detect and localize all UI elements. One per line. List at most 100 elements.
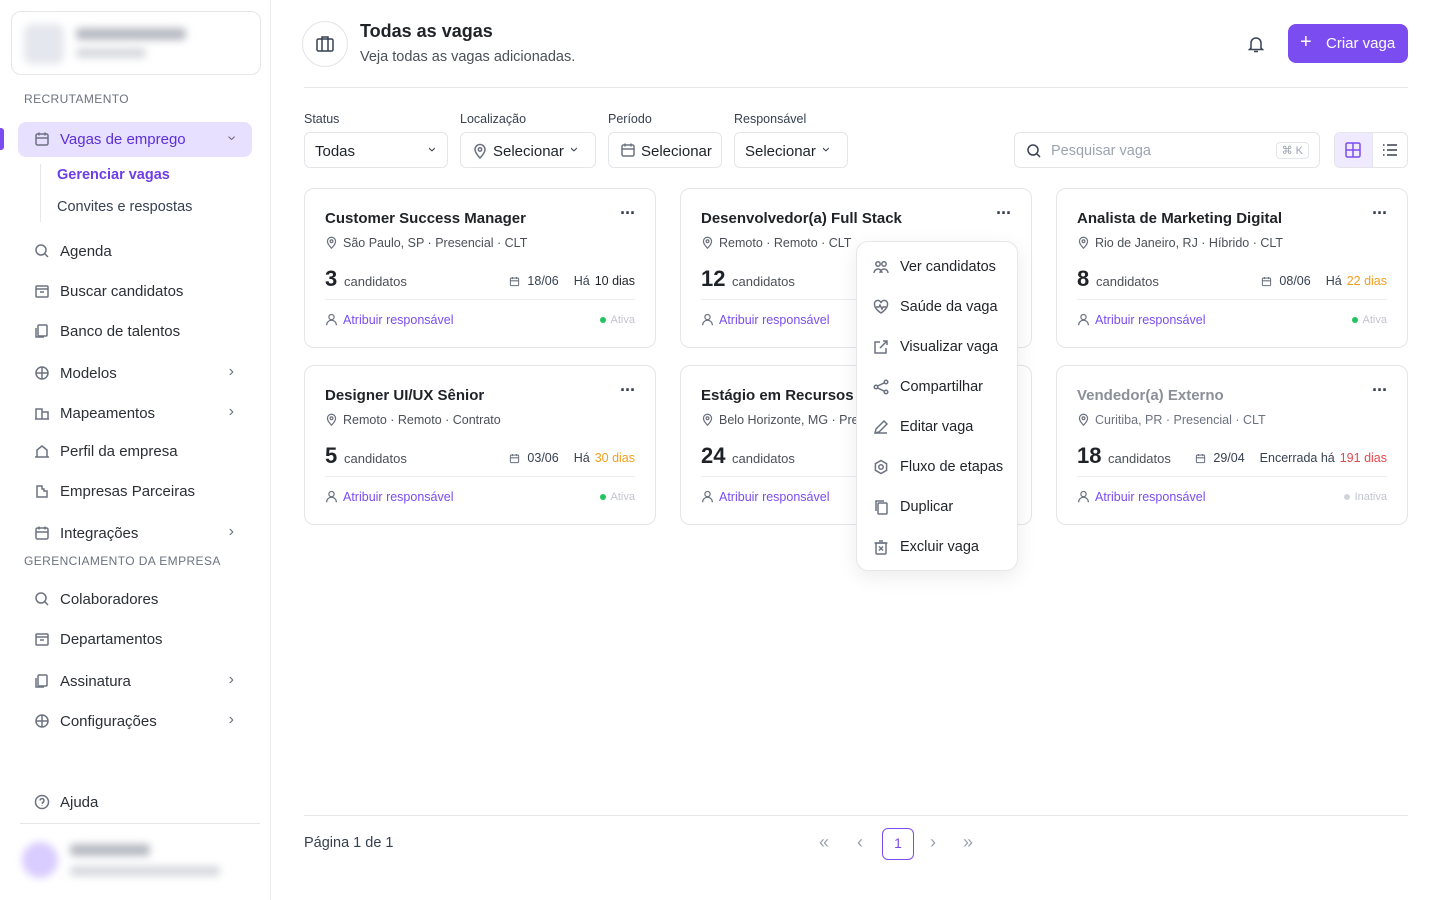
card-menu-button[interactable]: ···: [996, 203, 1012, 223]
menu-label: Duplicar: [900, 499, 954, 515]
menu-item[interactable]: Duplicar: [863, 491, 1011, 523]
card-menu-button[interactable]: ···: [620, 380, 636, 400]
assign-link[interactable]: Atribuir responsável: [719, 490, 830, 504]
calendar-icon: [1262, 276, 1272, 286]
job-location: Rio de Janeiro, RJ · Híbrido · CLT: [1095, 236, 1284, 250]
account-switcher[interactable]: [11, 11, 261, 75]
header-divider: [304, 87, 1408, 88]
filter-select[interactable]: Selecionar: [608, 132, 722, 168]
create-job-button[interactable]: + Criar vaga: [1288, 24, 1408, 63]
job-card[interactable]: Customer Success Manager ··· São Paulo, SP…: [304, 188, 656, 348]
assign-link[interactable]: Atribuir responsável: [343, 313, 454, 327]
status-label: Ativa: [610, 314, 635, 326]
job-age: 08/06 Há 22 dias: [1261, 274, 1387, 288]
card-menu-button[interactable]: ···: [1372, 380, 1388, 400]
assign-link[interactable]: Atribuir responsável: [1095, 313, 1206, 327]
job-location: Curitiba, PR · Presencial · CLT: [1095, 413, 1266, 427]
assign-link[interactable]: Atribuir responsável: [1095, 490, 1206, 504]
menu-item[interactable]: Saúde da vaga: [863, 291, 1011, 323]
help-label: Ajuda: [60, 794, 99, 811]
active-indicator: [0, 128, 4, 150]
assign-link[interactable]: Atribuir responsável: [343, 490, 454, 504]
candidate-count: 5: [325, 443, 338, 468]
card-divider: [1077, 299, 1387, 300]
nav-item[interactable]: Agenda: [18, 234, 252, 269]
nav-icon: [35, 714, 49, 728]
job-card[interactable]: Vendedor(a) Externo ··· Curitiba, PR · Pre…: [1056, 365, 1408, 525]
nav-item[interactable]: Mapeamentos ›: [18, 396, 252, 431]
menu-icon: [874, 459, 888, 475]
nav-item[interactable]: Vagas de emprego ›: [18, 122, 252, 157]
job-status: Ativa: [599, 314, 635, 326]
card-menu-button[interactable]: ···: [620, 203, 636, 223]
page-title: Todas as vagas: [360, 21, 493, 41]
chevron: ›: [424, 147, 441, 152]
menu-item[interactable]: Compartilhar: [863, 371, 1011, 403]
next-page[interactable]: ›: [930, 832, 936, 852]
menu-item[interactable]: Ver candidatos: [863, 251, 1011, 283]
user-icon: [326, 490, 337, 503]
user-blur: [22, 842, 58, 878]
grid-view-button[interactable]: [1335, 133, 1373, 167]
nav-item[interactable]: Banco de talentos: [18, 314, 252, 349]
menu-icon: [873, 419, 889, 435]
filter-select[interactable]: Selecionar ›: [734, 132, 848, 168]
nav-icon: [35, 674, 48, 688]
nav-item[interactable]: Perfil da empresa: [18, 434, 252, 469]
current-page[interactable]: 1: [882, 828, 914, 860]
job-age: 18/06 Há 10 dias: [509, 274, 635, 288]
status-dot: [599, 494, 606, 500]
job-location: Remoto · Remoto · CLT: [719, 236, 852, 250]
help-link[interactable]: Ajuda: [18, 785, 252, 820]
nav-item[interactable]: Modelos ›: [18, 356, 252, 391]
nav-icon: [35, 132, 49, 146]
menu-item[interactable]: Editar vaga: [863, 411, 1011, 443]
nav-item[interactable]: Integrações ›: [18, 516, 252, 551]
list-view-button[interactable]: [1372, 133, 1407, 167]
nav-item[interactable]: Colaboradores: [18, 582, 252, 617]
card-divider: [325, 299, 635, 300]
filter-label: Localização: [460, 112, 527, 126]
last-page[interactable]: »: [963, 832, 974, 852]
card-menu-button[interactable]: ···: [1372, 203, 1388, 223]
candidate-label: candidatos: [1096, 274, 1159, 289]
menu-icon: [873, 299, 889, 314]
filter-label: Status: [304, 112, 340, 126]
subnav-rail: [40, 164, 41, 222]
user-profile[interactable]: [18, 836, 258, 884]
menu-label: Saúde da vaga: [900, 299, 998, 315]
menu-item[interactable]: Fluxo de etapas: [863, 451, 1011, 483]
chevron: ›: [228, 403, 234, 420]
section-title: GERENCIAMENTO DA EMPRESA: [24, 554, 221, 568]
menu-item[interactable]: Excluir vaga: [863, 531, 1011, 563]
nav-item[interactable]: Configurações ›: [18, 704, 252, 739]
pin-icon: [474, 143, 486, 159]
context-menu: Ver candidatos Saúde da vaga Visualizar va…: [856, 241, 1018, 571]
job-card[interactable]: Analista de Marketing Digital ··· Rio de J…: [1056, 188, 1408, 348]
card-divider: [1077, 476, 1387, 477]
nav-item[interactable]: Buscar candidatos: [18, 274, 252, 309]
notifications-button[interactable]: [1246, 34, 1266, 54]
nav-item[interactable]: Empresas Parceiras: [18, 474, 252, 509]
subnav-item[interactable]: Convites e respostas: [57, 199, 193, 215]
age-prefix: Há: [1325, 274, 1342, 288]
filter-value: Selecionar: [493, 143, 564, 160]
briefcase-icon: [316, 36, 334, 52]
status-label: Ativa: [1362, 314, 1387, 326]
pin-icon: [702, 236, 713, 249]
first-page[interactable]: «: [819, 832, 830, 852]
job-title: Designer UI/UX Sênior: [325, 387, 485, 404]
prev-page[interactable]: ‹: [857, 832, 863, 852]
search-input[interactable]: Pesquisar vaga ⌘ K: [1014, 132, 1320, 168]
job-date: 03/06: [527, 451, 559, 465]
chevron: ›: [228, 711, 234, 728]
filter-select[interactable]: Todas ›: [304, 132, 448, 168]
subnav-item[interactable]: Gerenciar vagas: [57, 167, 170, 183]
nav-item[interactable]: Assinatura ›: [18, 664, 252, 699]
assign-link[interactable]: Atribuir responsável: [719, 313, 830, 327]
filter-select[interactable]: Selecionar ›: [460, 132, 596, 168]
menu-item[interactable]: Visualizar vaga: [863, 331, 1011, 363]
nav-item[interactable]: Departamentos: [18, 622, 252, 657]
job-card[interactable]: Designer UI/UX Sênior ··· Remoto · Remoto …: [304, 365, 656, 525]
pagination-summary: Página 1 de 1: [304, 835, 394, 851]
